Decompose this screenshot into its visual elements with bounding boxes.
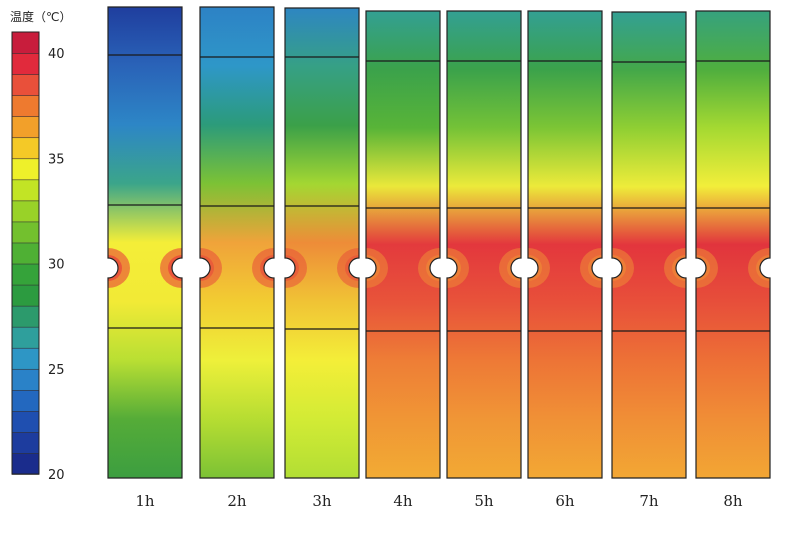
strip-body [612, 12, 686, 478]
colorbar-tick-label: 30 [48, 258, 65, 273]
strip-body [528, 11, 602, 478]
colorbar-band [11, 52, 40, 75]
strip-body [108, 7, 182, 478]
strip-5h: 5h [446, 10, 522, 510]
strip-outline [527, 10, 603, 479]
strip-body [696, 11, 770, 478]
colorbar-band [11, 410, 40, 433]
colorbar-band [11, 136, 40, 160]
strips-group: 1h 2h 3h 4h 5h 6h 7h 8h [107, 6, 771, 510]
strip-label: 4h [393, 492, 413, 510]
strip-6h: 6h [527, 10, 603, 510]
colorbar-bands [11, 31, 40, 475]
colorbar-band [11, 431, 40, 454]
strip-body [200, 7, 274, 478]
strip-outline [199, 6, 275, 479]
colorbar-band [11, 305, 40, 328]
strip-label: 6h [555, 492, 575, 510]
colorbar-band [11, 284, 40, 307]
colorbar-band [11, 326, 40, 349]
colorbar-tick-label: 40 [48, 47, 65, 62]
colorbar-band [11, 31, 40, 54]
strip-body [285, 8, 359, 478]
colorbar-band [11, 452, 40, 475]
colorbar-tick-label: 25 [48, 363, 65, 378]
strip-label: 1h [135, 492, 155, 510]
strip-3h: 3h [284, 7, 360, 510]
strip-label: 7h [639, 492, 659, 510]
strip-outline [107, 6, 183, 479]
colorbar-band [11, 242, 40, 265]
colorbar-band [11, 179, 40, 202]
strip-body [366, 11, 440, 478]
strip-4h: 4h [365, 10, 441, 510]
colorbar-band [11, 157, 40, 181]
strip-1h: 1h [107, 6, 183, 510]
colorbar-band [11, 94, 40, 117]
strip-8h: 8h [695, 10, 771, 510]
strip-outline [365, 10, 441, 479]
colorbar-title: 温度（℃） [10, 9, 71, 24]
colorbar-band [11, 263, 40, 286]
strip-7h: 7h [611, 11, 687, 510]
colorbar-band [11, 115, 40, 139]
strip-label: 2h [227, 492, 247, 510]
strip-outline [611, 11, 687, 479]
strip-outline [446, 10, 522, 479]
colorbar-band [11, 347, 40, 370]
colorbar-band [11, 200, 40, 223]
strip-outline [284, 7, 360, 479]
colorbar: 温度（℃） 40 35 30 25 20 [10, 9, 71, 483]
colorbar-band [11, 368, 40, 391]
strip-label: 5h [474, 492, 494, 510]
colorbar-tick-label: 20 [48, 468, 65, 483]
colorbar-ticks: 40 35 30 25 20 [48, 47, 65, 483]
strip-2h: 2h [199, 6, 275, 510]
colorbar-frame [11, 31, 40, 475]
strip-outline [695, 10, 771, 479]
strip-label: 8h [723, 492, 743, 510]
strip-label: 3h [312, 492, 332, 510]
colorbar-tick-label: 35 [48, 152, 65, 167]
colorbar-band [11, 221, 40, 244]
strip-body [447, 11, 521, 478]
colorbar-band [11, 389, 40, 412]
colorbar-band [11, 73, 40, 96]
